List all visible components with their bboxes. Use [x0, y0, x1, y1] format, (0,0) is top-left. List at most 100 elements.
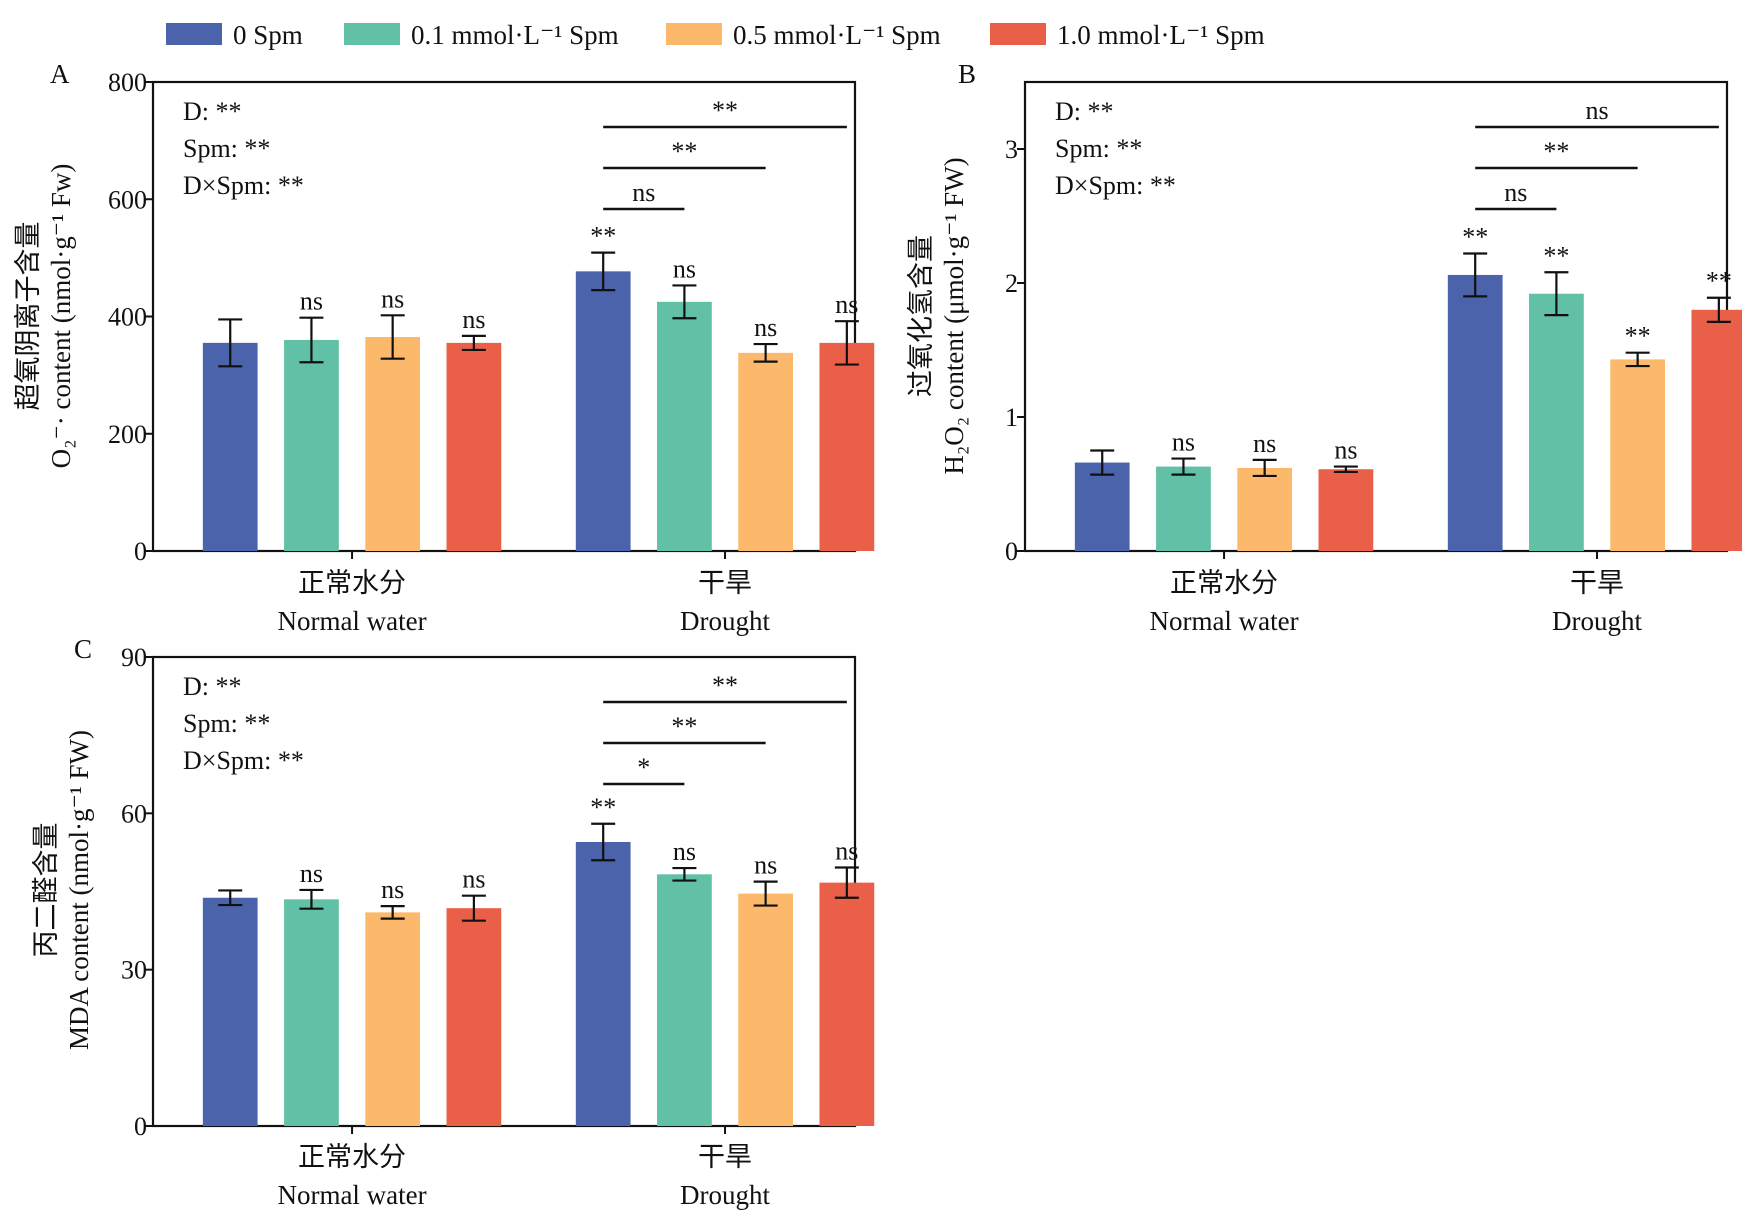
bar: [738, 893, 794, 1126]
significance-label: **: [1543, 241, 1569, 270]
legend-label-3: 1.0 mmol·L⁻¹ Spm: [1057, 20, 1265, 50]
significance-label: ns: [1253, 429, 1276, 458]
y-tick-label-2: 2: [1005, 269, 1018, 298]
bar: [1691, 309, 1742, 551]
bar: [284, 899, 339, 1126]
y-tick-label-3: 600: [108, 185, 147, 214]
y-axis-label-en-A: O₂⁻· content (nmol·g⁻¹ Fw): [46, 164, 76, 469]
significance-label: ns: [1334, 436, 1357, 465]
y-tick-label-2: 400: [108, 303, 147, 332]
x-category-cn-0: 正常水分: [298, 1142, 406, 1172]
stats-line-2: D×Spm: **: [183, 171, 304, 200]
significance-label: **: [1462, 223, 1488, 252]
x-category-cn-1: 干旱: [1570, 568, 1624, 598]
x-category-en-1: Drought: [680, 606, 770, 636]
panel-label-C: C: [74, 634, 92, 664]
comparison-label-0: *: [637, 753, 650, 782]
legend: 0 Spm 0.1 mmol·L⁻¹ Spm 0.5 mmol·L⁻¹ Spm 1.0…: [166, 20, 1265, 50]
x-category-cn-0: 正常水分: [298, 568, 406, 598]
significance-label: ns: [754, 313, 777, 342]
y-tick-label-3: 3: [1005, 135, 1018, 164]
y-axis-label-en-B: H₂O₂ content (μmol·g⁻¹ FW): [939, 157, 969, 474]
y-tick-label-0: 0: [134, 1112, 147, 1141]
legend-swatch-2: [666, 23, 722, 45]
bar: [1318, 469, 1374, 551]
bar: [575, 841, 631, 1126]
comparison-label-2: **: [712, 96, 738, 125]
bar: [1529, 293, 1584, 551]
legend-label-0: 0 Spm: [233, 20, 303, 50]
significance-label: **: [1625, 322, 1651, 351]
y-tick-label-1: 200: [108, 420, 147, 449]
y-axis-label-cn-C: 丙二醛含量: [31, 823, 61, 958]
comparison-label-1: **: [1543, 137, 1569, 166]
bar: [1074, 462, 1130, 551]
significance-label: ns: [754, 851, 777, 880]
panel-label-B: B: [958, 59, 976, 89]
significance-label: ns: [381, 875, 404, 904]
bar: [657, 301, 712, 551]
significance-label: ns: [673, 837, 696, 866]
stats-line-1: Spm: **: [183, 134, 270, 163]
significance-label: **: [590, 222, 616, 251]
bar: [446, 342, 502, 551]
stats-line-1: Spm: **: [183, 709, 270, 738]
comparison-label-0: ns: [1504, 178, 1527, 207]
y-tick-label-0: 0: [1005, 537, 1018, 566]
x-category-cn-0: 正常水分: [1170, 568, 1278, 598]
significance-label: ns: [462, 865, 485, 894]
stats-line-0: D: **: [183, 672, 242, 701]
bar: [365, 337, 421, 551]
comparison-label-1: **: [671, 712, 697, 741]
bar: [446, 908, 502, 1126]
bar: [819, 882, 875, 1126]
bar: [657, 874, 712, 1126]
bar: [1447, 274, 1503, 551]
x-category-en-0: Normal water: [1149, 606, 1298, 636]
bar: [1610, 359, 1666, 551]
x-category-en-0: Normal water: [277, 1180, 426, 1210]
y-tick-label-1: 1: [1005, 403, 1018, 432]
bar: [284, 339, 339, 551]
bar: [1237, 467, 1293, 551]
legend-swatch-1: [344, 23, 400, 45]
panel-A: A 0 200 400 600 800 超氧阴离子含量 O₂⁻· content (nmol·…: [13, 59, 875, 636]
y-tick-label-3: 90: [121, 643, 147, 672]
y-tick-label-0: 0: [134, 537, 147, 566]
y-axis-label-en-C: MDA content (nmol·g⁻¹ FW): [64, 730, 94, 1050]
significance-label: ns: [673, 254, 696, 283]
comparison-label-2: ns: [1585, 96, 1608, 125]
significance-label: ns: [1172, 428, 1195, 457]
legend-label-2: 0.5 mmol·L⁻¹ Spm: [733, 20, 941, 50]
y-tick-label-4: 800: [108, 68, 147, 97]
bar: [738, 352, 794, 551]
stats-line-0: D: **: [183, 97, 242, 126]
panel-label-A: A: [50, 59, 70, 89]
legend-swatch-3: [990, 23, 1046, 45]
bar: [1156, 466, 1211, 551]
significance-label: ns: [462, 305, 485, 334]
bar: [365, 912, 421, 1126]
comparison-label-2: **: [712, 671, 738, 700]
y-axis-label-cn-B: 过氧化氢含量: [906, 235, 936, 397]
bar: [202, 342, 258, 551]
legend-swatch-0: [166, 23, 222, 45]
stats-line-2: D×Spm: **: [183, 746, 304, 775]
significance-label: **: [1706, 267, 1732, 296]
x-category-en-1: Drought: [680, 1180, 770, 1210]
comparison-label-0: ns: [632, 178, 655, 207]
y-tick-label-2: 60: [121, 799, 147, 828]
x-category-cn-1: 干旱: [698, 568, 752, 598]
stats-line-1: Spm: **: [1055, 134, 1142, 163]
x-category-cn-1: 干旱: [698, 1142, 752, 1172]
panel-B: B 0 1 2 3 过氧化氢含量 H₂O₂ content (μmol·g⁻¹ FW) 正常水…: [906, 59, 1742, 636]
significance-label: ns: [300, 859, 323, 888]
significance-label: **: [590, 793, 616, 822]
significance-label: ns: [300, 287, 323, 316]
significance-label: ns: [835, 290, 858, 319]
comparison-label-1: **: [671, 137, 697, 166]
bar: [575, 271, 631, 551]
legend-label-1: 0.1 mmol·L⁻¹ Spm: [411, 20, 619, 50]
x-category-en-1: Drought: [1552, 606, 1642, 636]
